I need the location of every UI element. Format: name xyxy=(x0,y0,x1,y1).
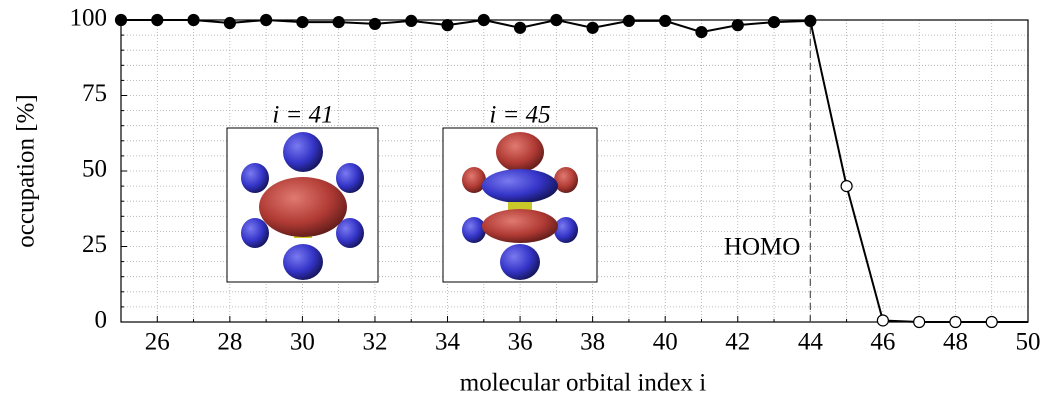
y-tick-label: 50 xyxy=(82,156,107,183)
data-point xyxy=(187,13,200,27)
x-tick-label: 40 xyxy=(653,329,678,356)
data-point xyxy=(622,14,636,28)
x-tick-label: 32 xyxy=(362,329,387,356)
x-axis-label: molecular orbital index i xyxy=(460,370,707,397)
data-point xyxy=(223,16,236,30)
data-point xyxy=(985,315,998,329)
inset-label: i = 45 xyxy=(489,102,550,129)
inset xyxy=(442,127,598,283)
x-tick-label: 44 xyxy=(798,329,824,356)
data-point xyxy=(513,21,527,34)
x-tick-label: 28 xyxy=(217,329,242,356)
x-tick-label: 48 xyxy=(943,329,968,356)
y-axis-label: occupation [%] xyxy=(13,94,40,247)
x-tick-label: 26 xyxy=(145,329,170,356)
data-point xyxy=(731,19,744,32)
data-point xyxy=(913,315,926,329)
data-point xyxy=(368,17,382,31)
data-point xyxy=(441,19,454,32)
data-point xyxy=(296,16,309,29)
x-tick-label: 46 xyxy=(870,329,895,356)
x-tick-label: 38 xyxy=(580,329,605,356)
data-point xyxy=(659,14,672,28)
data-point xyxy=(586,21,599,34)
homo-label: HOMO xyxy=(724,234,800,261)
data-point xyxy=(949,315,962,329)
data-point xyxy=(332,16,345,29)
data-point xyxy=(114,13,128,27)
y-tick-label: 75 xyxy=(82,80,107,107)
data-point xyxy=(840,180,853,193)
x-tick-label: 30 xyxy=(290,329,315,356)
y-tick-label: 0 xyxy=(95,307,108,334)
y-tick-label: 100 xyxy=(70,5,108,32)
x-tick-label: 42 xyxy=(725,329,750,356)
inset-label: i = 41 xyxy=(272,102,333,129)
y-tick-label: 25 xyxy=(82,231,107,258)
data-point xyxy=(695,25,708,39)
plot-frame xyxy=(120,19,1029,323)
data-point xyxy=(767,16,781,29)
data-point xyxy=(151,13,164,27)
inset xyxy=(226,127,379,283)
data-point xyxy=(260,13,273,27)
data-point xyxy=(876,314,889,327)
x-tick-label: 50 xyxy=(1016,329,1041,356)
x-tick-label: 36 xyxy=(508,329,533,356)
data-point xyxy=(405,14,418,28)
data-point xyxy=(550,13,563,27)
x-tick-label: 34 xyxy=(435,329,461,356)
data-point xyxy=(477,13,490,27)
data-point xyxy=(804,14,817,28)
